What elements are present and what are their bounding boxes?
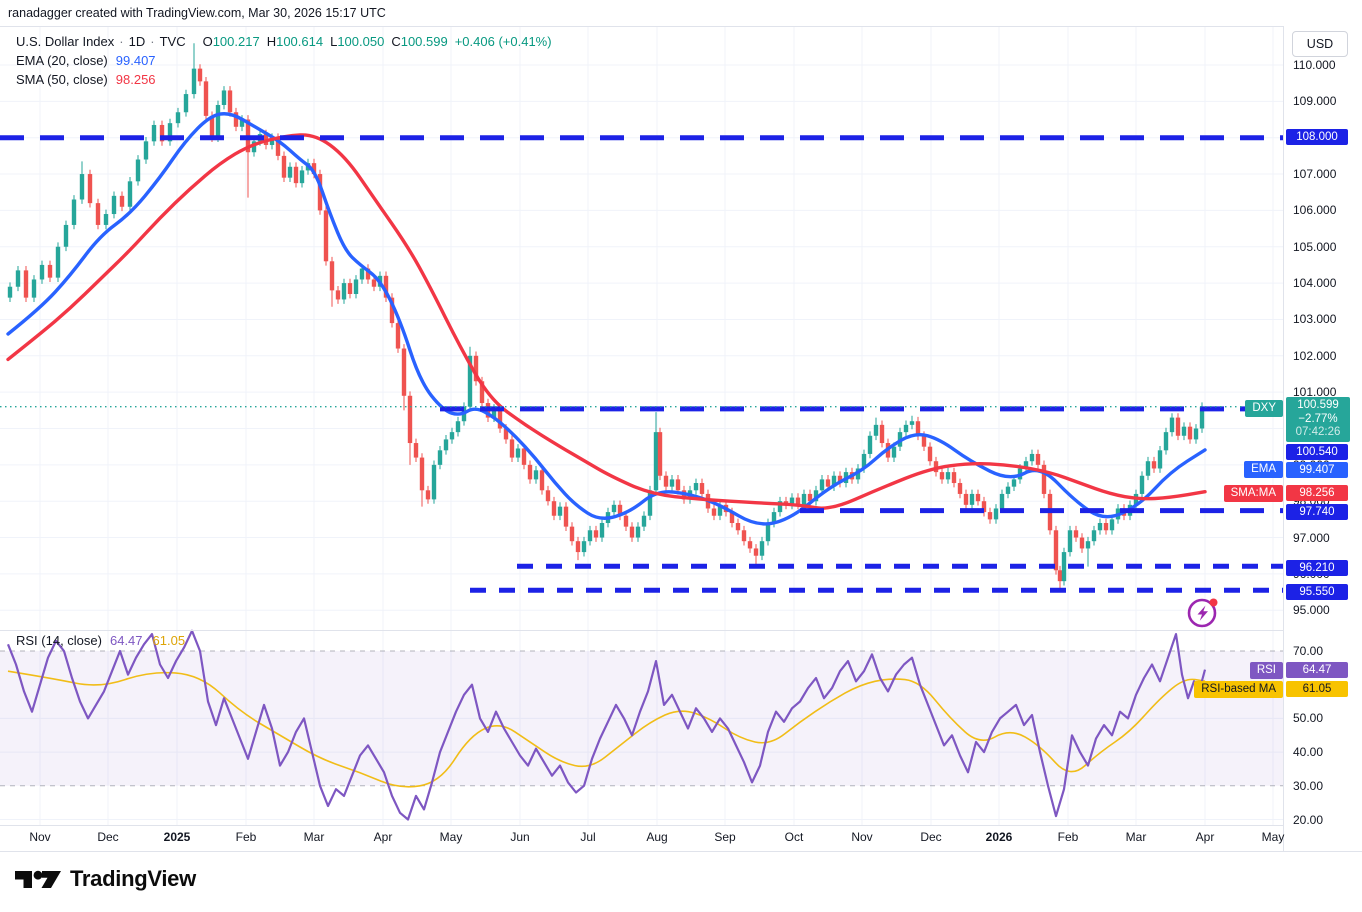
time-axis-label: Apr: [1195, 830, 1215, 844]
axis-price-label: 108.000: [1286, 129, 1348, 145]
time-axis-label: 2026: [985, 830, 1013, 844]
change-value: +0.406 (+0.41%): [454, 34, 552, 49]
rsi-tick-label: 50.00: [1293, 711, 1324, 726]
axis-price-label: 99.407: [1286, 462, 1348, 478]
currency-toggle-button[interactable]: USD: [1292, 31, 1348, 57]
rsi-ma-value: 61.05: [152, 633, 186, 648]
ema-legend-row[interactable]: EMA (20, close) 99.407: [16, 51, 552, 70]
axis-price-label: 98.256: [1286, 485, 1348, 501]
price-tick-label: 104.000: [1293, 276, 1337, 291]
tradingview-logo-mark: [15, 870, 61, 888]
axis-price-label: 64.47: [1286, 662, 1348, 678]
price-tick-label: 101.000: [1293, 385, 1337, 400]
tradingview-logo[interactable]: TradingView: [14, 864, 196, 894]
time-axis-label: May: [1261, 830, 1285, 844]
rsi-label: RSI (14, close): [16, 633, 102, 648]
series-tag: EMA: [1244, 461, 1283, 478]
rsi-tick-label: 40.00: [1293, 745, 1324, 760]
time-axis-label: Jul: [580, 830, 596, 844]
time-axis-divider: [0, 825, 1362, 826]
series-tag: RSI: [1249, 662, 1283, 679]
time-axis-label: 2025: [163, 830, 191, 844]
rsi-tick-label: 30.00: [1293, 778, 1324, 793]
time-axis-label: Nov: [851, 830, 873, 844]
axis-price-label: 97.740: [1286, 504, 1348, 520]
price-tick-label: 95.000: [1293, 603, 1330, 618]
interval-label[interactable]: 1D: [128, 34, 146, 49]
time-axis-label: Oct: [784, 830, 804, 844]
sma-legend-row[interactable]: SMA (50, close) 98.256: [16, 70, 552, 89]
series-tag: RSI-based MA: [1194, 681, 1283, 698]
series-tag: SMA:MA: [1223, 485, 1283, 502]
rsi-value: 64.47: [109, 633, 143, 648]
credit-text: ranadagger created with TradingView.com,…: [8, 6, 386, 20]
time-axis-label: Mar: [303, 830, 325, 844]
exchange-label[interactable]: TVC: [159, 34, 186, 49]
pane-divider[interactable]: [0, 630, 1362, 631]
ema-label: EMA (20, close): [16, 53, 108, 68]
time-axis[interactable]: Nov Dec 2025 Feb Mar Apr May Jun Jul Aug Sep Oct Nov…: [0, 827, 1284, 851]
current-price-label: 100.599 −2.77% 07:42:26: [1286, 397, 1350, 442]
price-tick-label: 106.000: [1293, 203, 1337, 218]
time-axis-label: May: [439, 830, 463, 844]
series-tag: DXY: [1245, 400, 1283, 417]
time-axis-label: Jun: [510, 830, 530, 844]
axis-price-label: 61.05: [1286, 681, 1348, 697]
axis-price-label: 95.550: [1286, 584, 1348, 600]
price-tick-label: 107.000: [1293, 167, 1337, 182]
ema-value: 99.407: [115, 53, 156, 68]
time-axis-label: Dec: [97, 830, 119, 844]
time-axis-label: Aug: [646, 830, 668, 844]
price-tick-label: 103.000: [1293, 312, 1337, 327]
sma-value: 98.256: [115, 72, 156, 87]
time-axis-label: Sep: [714, 830, 736, 844]
bottom-divider: [0, 851, 1362, 852]
time-axis-label: Dec: [920, 830, 942, 844]
tradingview-logo-text: TradingView: [70, 866, 196, 891]
time-axis-label: Mar: [1125, 830, 1147, 844]
header-divider: [0, 26, 1362, 27]
price-tick-label: 97.000: [1293, 530, 1330, 545]
time-axis-label: Nov: [29, 830, 51, 844]
sma-label: SMA (50, close): [16, 72, 108, 87]
flash-badge-icon[interactable]: [1185, 594, 1221, 630]
price-tick-label: 105.000: [1293, 239, 1337, 254]
symbol-title[interactable]: U.S. Dollar Index: [16, 34, 115, 49]
price-tick-label: 110.000: [1293, 58, 1336, 72]
ohlc-values: O100.217 H100.614 L100.050 C100.599 +0.406 (…: [202, 34, 552, 49]
price-tick-label: 102.000: [1293, 348, 1337, 363]
rsi-legend[interactable]: RSI (14, close) 64.47 61.05: [16, 633, 185, 648]
time-axis-label: Feb: [1057, 830, 1079, 844]
rsi-tick-label: 70.00: [1293, 644, 1324, 658]
rsi-tick-label: 20.00: [1293, 812, 1324, 827]
time-axis-label: Apr: [373, 830, 393, 844]
time-axis-label: Feb: [235, 830, 257, 844]
price-tick-label: 109.000: [1293, 94, 1337, 109]
axis-price-label: 100.540: [1286, 444, 1348, 460]
axis-price-label: 96.210: [1286, 560, 1348, 576]
symbol-legend[interactable]: U.S. Dollar Index · 1D · TVC O100.217 H100.614…: [16, 32, 552, 89]
price-axis-divider: [1283, 26, 1284, 851]
symbol-row[interactable]: U.S. Dollar Index · 1D · TVC O100.217 H100.614…: [16, 34, 552, 49]
price-axis[interactable]: 110.000 109.000 108.000 107.000 106.000 105.0…: [1284, 26, 1362, 827]
